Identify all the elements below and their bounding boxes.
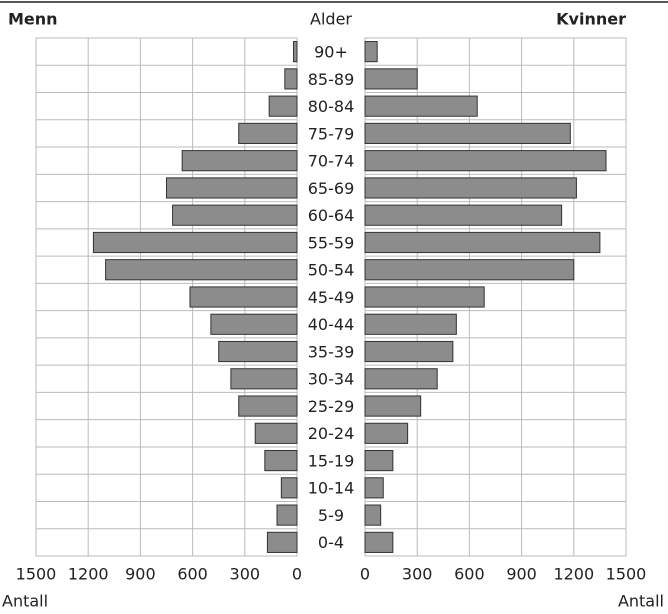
bar: [284, 68, 298, 90]
bar: [172, 204, 298, 226]
bar: [364, 340, 454, 363]
bar: [264, 449, 298, 472]
bar: [364, 504, 382, 526]
age-label: 70-74: [308, 152, 355, 171]
bar: [364, 68, 418, 90]
age-label: 30-34: [308, 370, 355, 389]
bar: [364, 150, 607, 172]
bar: [364, 395, 422, 417]
age-label: 40-44: [308, 315, 355, 334]
bar: [364, 449, 394, 472]
age-label: 25-29: [308, 397, 355, 416]
age-label: 50-54: [308, 261, 355, 280]
bar: [364, 422, 409, 444]
bar: [230, 368, 298, 390]
x-tick-label: 900: [506, 565, 537, 584]
x-tick-label: 0: [360, 565, 370, 584]
bar: [364, 313, 457, 335]
age-label: 65-69: [308, 179, 355, 198]
bar: [210, 313, 298, 335]
bar: [166, 177, 298, 199]
age-label: 75-79: [308, 124, 355, 143]
bar: [364, 531, 394, 553]
x-axis-label: Antall: [618, 592, 664, 611]
age-label: 55-59: [308, 233, 355, 252]
age-label: 20-24: [308, 424, 355, 443]
bar: [364, 286, 485, 308]
bar: [293, 41, 298, 63]
bar: [364, 95, 478, 117]
x-tick-label: 300: [402, 565, 433, 584]
right-title: Kvinner: [556, 10, 626, 29]
bar: [218, 340, 298, 363]
bar: [238, 122, 298, 145]
bar: [364, 477, 384, 499]
x-tick-label: 1500: [16, 565, 57, 584]
bar: [181, 150, 298, 172]
x-tick-label: 1500: [606, 565, 647, 584]
x-tick-label: 1200: [553, 565, 594, 584]
bar: [364, 177, 577, 199]
bar: [254, 422, 298, 444]
age-label: 80-84: [308, 97, 355, 116]
age-label: 90+: [314, 42, 348, 61]
bar: [364, 204, 563, 226]
age-label: 60-64: [308, 206, 355, 225]
bar: [280, 477, 298, 499]
x-tick-label: 900: [125, 565, 156, 584]
bar: [92, 231, 298, 254]
age-label: 15-19: [308, 451, 355, 470]
age-label: 0-4: [318, 533, 344, 552]
x-tick-label: 600: [177, 565, 208, 584]
left-title: Menn: [8, 10, 58, 29]
age-label: 5-9: [318, 506, 344, 525]
x-tick-label: 300: [230, 565, 261, 584]
bar: [105, 259, 298, 281]
age-label: 45-49: [308, 288, 355, 307]
bar: [364, 368, 438, 390]
bar: [364, 259, 575, 281]
bar: [276, 504, 298, 526]
center-title: Alder: [310, 10, 352, 29]
age-label: 35-39: [308, 342, 355, 361]
bar: [189, 286, 298, 308]
x-tick-label: 1200: [68, 565, 109, 584]
x-axis-label: Antall: [2, 592, 48, 611]
age-label: 10-14: [308, 479, 355, 498]
bar: [364, 41, 378, 63]
bar: [364, 231, 601, 254]
bar: [266, 531, 298, 553]
bar: [238, 395, 298, 417]
x-tick-label: 600: [454, 565, 485, 584]
bar: [268, 95, 298, 117]
age-label: 85-89: [308, 70, 355, 89]
bar: [364, 122, 571, 145]
x-tick-label: 0: [292, 565, 302, 584]
